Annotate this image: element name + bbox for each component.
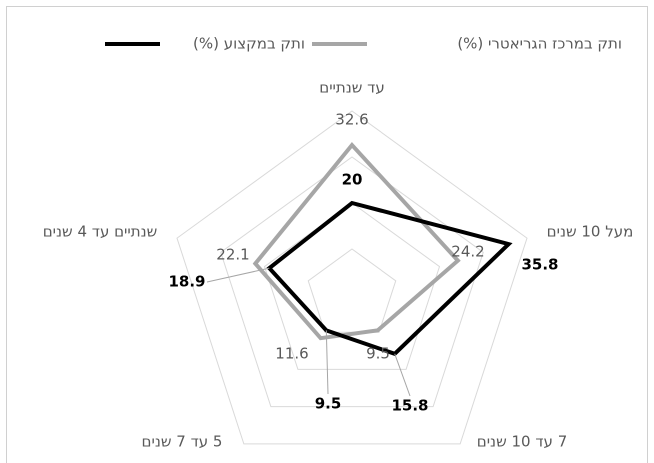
data-label: 32.6 <box>335 111 368 129</box>
category-label: 5 עד 7 שנים <box>142 433 223 451</box>
legend-label: ותק במרכז הגריאטרי (%) <box>457 35 622 53</box>
data-label: 20 <box>342 171 363 189</box>
data-label: 18.9 <box>168 273 205 291</box>
grid-ring <box>176 110 528 445</box>
data-label: 22.1 <box>216 246 249 264</box>
category-label: עד שנתיים <box>319 79 385 97</box>
category-label: שנתיים עד 4 שנים <box>43 223 158 241</box>
grid-ring <box>307 248 397 333</box>
grid-ring <box>220 156 484 408</box>
category-label: מעל 10 שנים <box>547 223 634 241</box>
leader-line <box>394 353 411 397</box>
data-label: 11.6 <box>275 345 308 363</box>
data-label: 15.8 <box>391 397 428 415</box>
leader-line <box>206 267 270 283</box>
data-label: 9.5 <box>366 345 390 363</box>
data-label: 24.2 <box>451 243 484 261</box>
legend-label: ותק במקצוע (%) <box>193 35 305 53</box>
series-line <box>252 141 461 341</box>
series-line <box>266 200 513 357</box>
data-label: 9.5 <box>315 395 342 413</box>
data-label: 35.8 <box>521 256 558 274</box>
grid-ring <box>263 202 441 370</box>
leader-line <box>325 330 329 395</box>
chart-frame <box>6 6 648 463</box>
category-label: 7 עד 10 שנים <box>477 433 567 451</box>
